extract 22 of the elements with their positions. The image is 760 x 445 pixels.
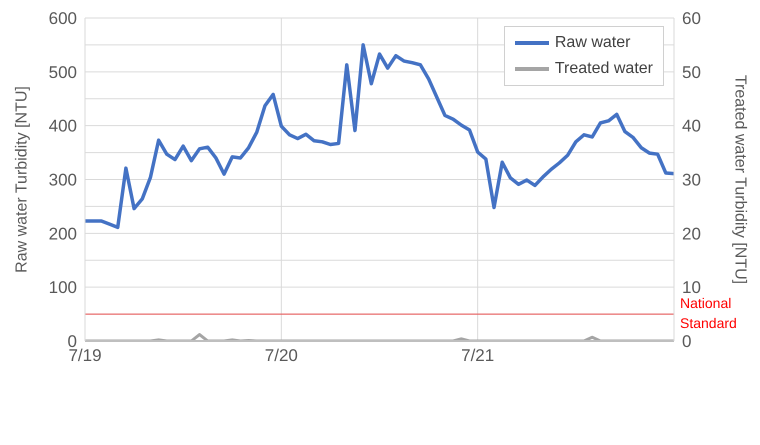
y2-tick-label: 30: [682, 170, 701, 190]
y2-tick-label: 50: [682, 62, 701, 82]
y2-axis-title: Treated water Turbidity [NTU]: [732, 74, 748, 284]
x-tick-label: 7/19: [68, 346, 102, 366]
y-tick-label: 600: [48, 9, 77, 28]
ref-line-label: National Standard: [680, 295, 737, 332]
x-tick-label: 7/21: [461, 346, 494, 366]
legend-label: Raw water: [554, 34, 630, 52]
y2-tick-label: 40: [682, 116, 701, 136]
y2-tick-label: 0: [682, 332, 692, 352]
y-axis-title: Raw water Turbidity [NTU]: [14, 86, 30, 273]
x-tick-label: 7/20: [264, 346, 298, 366]
y-tick-label: 200: [48, 224, 77, 244]
y2-tick-label: 60: [682, 9, 701, 28]
line-series: [84, 333, 676, 341]
legend-label: Treated water: [554, 60, 653, 78]
y-tick-label: 500: [48, 62, 77, 82]
y-tick-label: 100: [48, 278, 77, 298]
y-tick-label: 300: [48, 170, 77, 190]
y-tick-label: 400: [48, 116, 77, 136]
y2-tick-label: 20: [682, 224, 701, 244]
y2-tick-label: 10: [682, 278, 701, 298]
